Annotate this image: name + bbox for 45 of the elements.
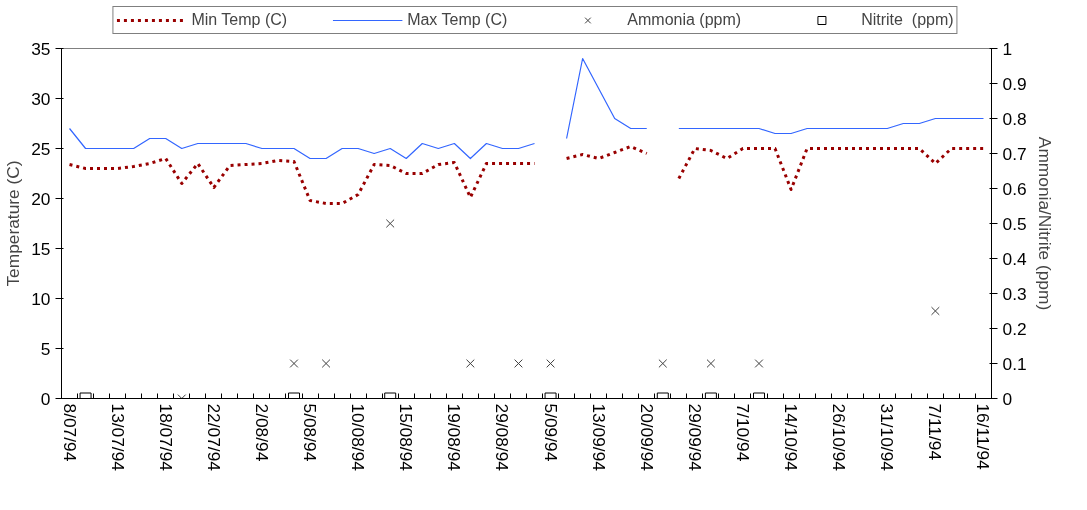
legend-label: Ammonia (ppm) bbox=[627, 11, 742, 29]
y-tick-label: 15 bbox=[31, 238, 51, 259]
y-axis-title: Temperature (C) bbox=[3, 160, 24, 287]
x-tick-label: 15/08/94 bbox=[396, 403, 417, 472]
legend-label: Max Temp (C) bbox=[407, 11, 508, 29]
y2-tick-label: 1 bbox=[1002, 38, 1013, 59]
x-tick-label: 7/11/94 bbox=[925, 403, 946, 461]
y2-tick-label: 0.8 bbox=[1002, 108, 1027, 129]
x-tick-label: 13/07/94 bbox=[107, 403, 128, 472]
y2-tick-label: 0.2 bbox=[1002, 318, 1027, 339]
x-tick-label: 7/10/94 bbox=[732, 403, 753, 462]
x-tick-label: 5/08/94 bbox=[300, 403, 321, 462]
x-tick-label: 2/08/94 bbox=[251, 403, 272, 462]
y2-tick-label: 0.1 bbox=[1002, 353, 1027, 374]
y-tick-label: 20 bbox=[31, 188, 51, 209]
y-tick-label: 35 bbox=[31, 38, 51, 59]
y2-tick-label: 0.5 bbox=[1002, 213, 1027, 234]
x-tick-label: 31/10/94 bbox=[877, 403, 898, 472]
y-tick-label: 30 bbox=[31, 88, 51, 109]
y2-tick-label: 0.3 bbox=[1002, 283, 1027, 304]
x-tick-label: 18/07/94 bbox=[155, 403, 176, 472]
y-tick-label: 0 bbox=[40, 388, 51, 409]
x-tick-label: 19/08/94 bbox=[444, 403, 465, 472]
y2-tick-label: 0.4 bbox=[1002, 248, 1027, 269]
x-tick-label: 13/09/94 bbox=[588, 403, 609, 472]
x-tick-label: 29/09/94 bbox=[684, 403, 705, 472]
x-tick-label: 16/11/94 bbox=[973, 403, 994, 471]
y-tick-label: 25 bbox=[31, 138, 51, 159]
legend-label: Min Temp (C) bbox=[191, 11, 288, 29]
x-tick-label: 22/07/94 bbox=[203, 403, 224, 472]
x-tick-label: 26/10/94 bbox=[829, 403, 850, 472]
y2-tick-label: 0.7 bbox=[1002, 143, 1027, 164]
legend-label: Nitrite (ppm) bbox=[861, 11, 954, 29]
y2-tick-label: 0.9 bbox=[1002, 73, 1027, 94]
x-tick-label: 10/08/94 bbox=[348, 403, 369, 472]
y2-tick-label: 0.6 bbox=[1002, 178, 1027, 199]
x-tick-label: 14/10/94 bbox=[781, 403, 802, 472]
x-tick-label: 20/09/94 bbox=[636, 403, 657, 472]
y-tick-label: 5 bbox=[40, 338, 51, 359]
y2-tick-label: 0 bbox=[1002, 388, 1013, 409]
x-tick-label: 29/08/94 bbox=[492, 403, 513, 472]
y-tick-label: 10 bbox=[31, 288, 51, 309]
x-tick-label: 8/07/94 bbox=[59, 403, 80, 462]
y2-axis-title: Ammonia/Nitrite (ppm) bbox=[1034, 136, 1055, 311]
x-tick-label: 5/09/94 bbox=[540, 403, 561, 462]
